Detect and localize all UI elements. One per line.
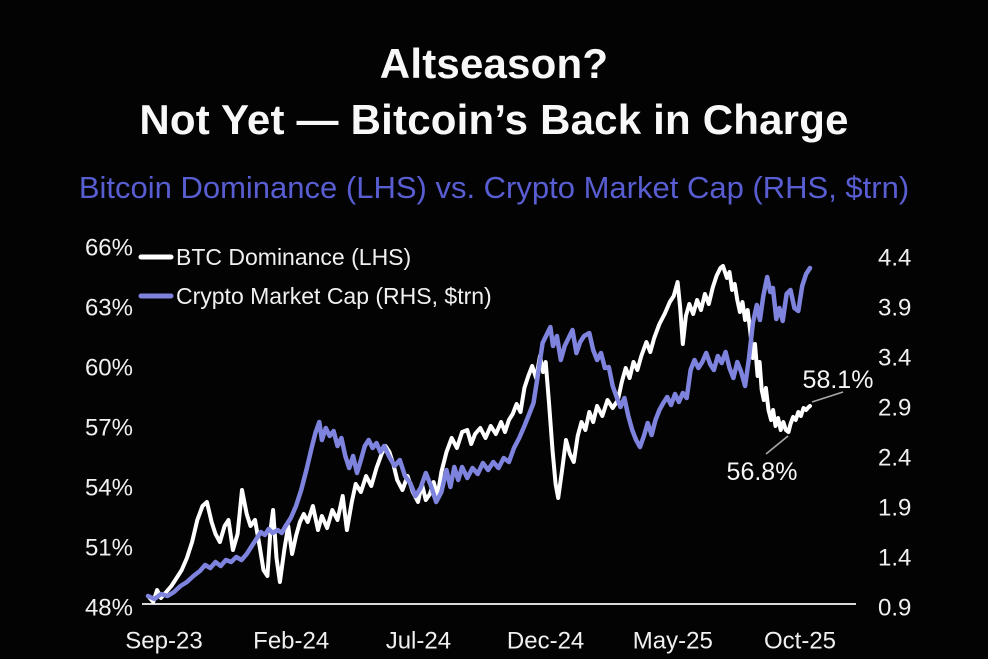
left-axis-tick-label: 60% xyxy=(85,355,133,382)
chart-title-line-1: Altseason? xyxy=(379,40,609,87)
left-axis-tick-label: 54% xyxy=(85,475,133,502)
right-axis-tick-label: 2.4 xyxy=(878,445,911,472)
x-axis-tick-label: Dec-24 xyxy=(507,628,584,655)
btc-dominance-line xyxy=(146,264,812,604)
legend-label-crypto-market-cap: Crypto Market Cap (RHS, $trn) xyxy=(176,283,492,309)
x-axis-tick-label: Feb-24 xyxy=(253,628,329,655)
chart-subtitle: Bitcoin Dominance (LHS) vs. Crypto Marke… xyxy=(78,170,910,205)
annotations: 58.1% 56.8% xyxy=(727,366,874,486)
annotation-callout-line xyxy=(811,391,844,403)
x-axis-tick-label: May-25 xyxy=(633,628,713,655)
left-axis-tick-label: 63% xyxy=(85,295,133,322)
annotation-label: 58.1% xyxy=(803,366,874,394)
x-axis-tick-label: Sep-23 xyxy=(125,628,202,655)
left-axis-tick-label: 51% xyxy=(85,535,133,562)
legend-label-btc-dominance: BTC Dominance (LHS) xyxy=(176,244,411,270)
series-lines xyxy=(145,264,813,604)
x-axis-tick-label: Oct-25 xyxy=(764,628,836,655)
right-axis-tick-label: 2.9 xyxy=(878,395,911,422)
x-axis-tick-label: Jul-24 xyxy=(386,628,451,655)
legend: BTC Dominance (LHS) Crypto Market Cap (RH… xyxy=(138,244,492,309)
chart-title-line-2: Not Yet — Bitcoin’s Back in Charge xyxy=(139,96,849,143)
right-axis-tick-label: 0.9 xyxy=(878,595,911,622)
annotation-callout-line xyxy=(765,435,789,455)
right-axis-tick-label: 1.4 xyxy=(878,545,911,572)
right-axis-tick-label: 4.4 xyxy=(878,245,911,272)
left-axis-tick-label: 66% xyxy=(85,235,133,262)
right-axis-tick-label: 1.9 xyxy=(878,495,911,522)
right-axis-tick-label: 3.9 xyxy=(878,295,911,322)
annotation-label: 56.8% xyxy=(727,458,798,486)
left-axis-tick-label: 57% xyxy=(85,415,133,442)
left-axis-tick-label: 48% xyxy=(85,595,133,622)
crypto-market-cap-line xyxy=(145,265,813,602)
right-axis-tick-label: 3.4 xyxy=(878,345,911,372)
axes: 66% 63% 60% 57% 54% 51% 48% 4.4 3.9 3.4 2.9 2.4 1.9 1… xyxy=(85,235,911,655)
